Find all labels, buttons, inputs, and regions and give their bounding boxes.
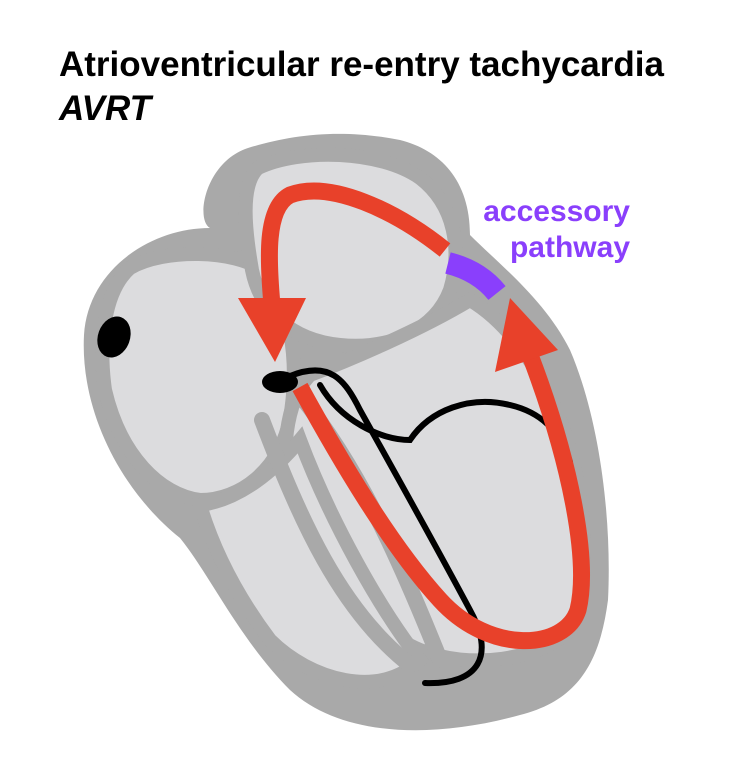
reentry-arrowhead-up — [495, 298, 558, 372]
reentry-circuit-upper — [260, 182, 451, 306]
diagram-subtitle: AVRT — [59, 89, 152, 128]
septum-line-2 — [254, 412, 418, 673]
accessory-pathway — [445, 252, 506, 301]
diagram-title: Atrioventricular re-entry tachycardia — [59, 45, 664, 84]
his-bundle-left-branch — [287, 367, 485, 687]
reentry-arrowhead-down — [238, 298, 306, 362]
accessory-pathway-label-line2: pathway — [509, 231, 630, 264]
accessory-pathway-label-line1: accessory — [483, 195, 630, 228]
sa-node — [97, 316, 131, 358]
reentry-circuit-lower — [292, 351, 590, 650]
